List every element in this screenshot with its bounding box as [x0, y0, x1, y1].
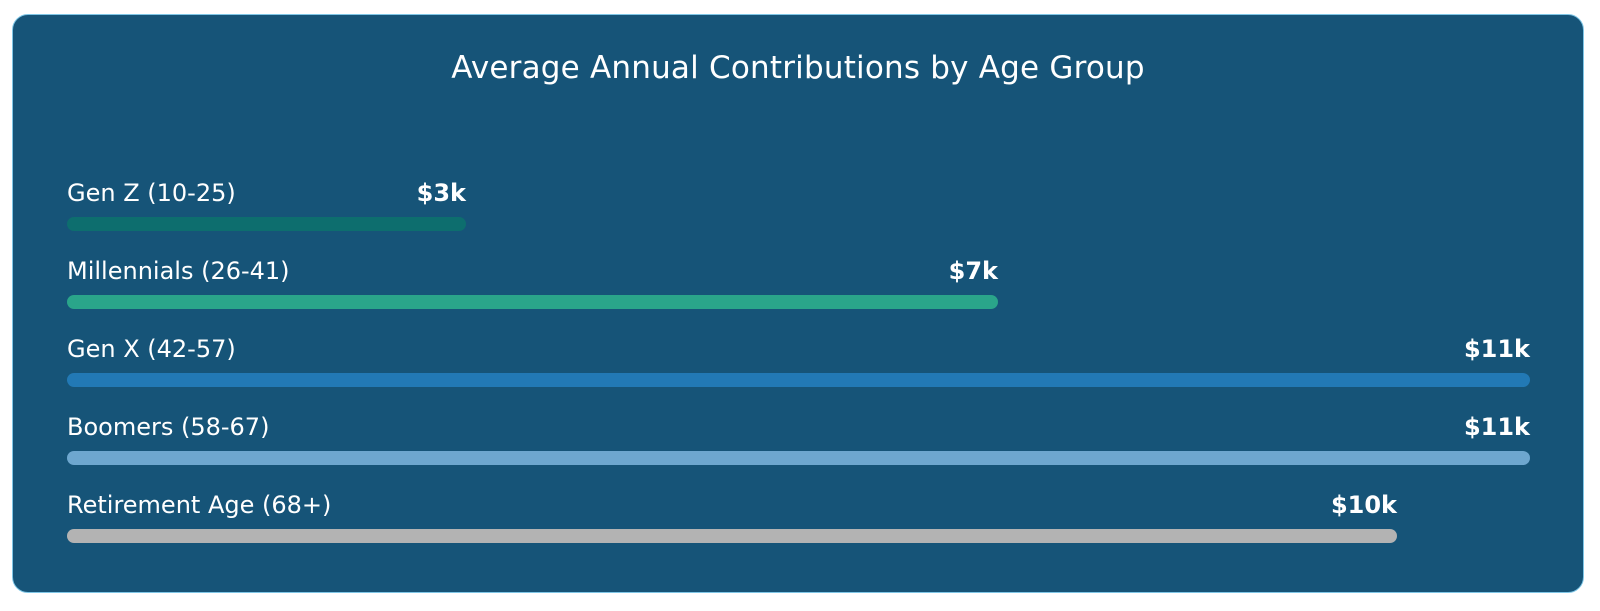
- bar: [67, 529, 1397, 543]
- bar-label: Gen Z (10-25): [67, 179, 236, 207]
- bar-row: Millennials (26-41) $7k: [67, 256, 998, 320]
- bar-value-label: $11k: [1463, 413, 1530, 441]
- bar: [67, 373, 1530, 387]
- bar-row: Retirement Age (68+) $10k: [67, 490, 1397, 554]
- bar-label: Millennials (26-41): [67, 257, 290, 285]
- bar-row: Boomers (58-67) $11k: [67, 412, 1530, 476]
- bar-value-label: $11k: [1463, 335, 1530, 363]
- bar: [67, 451, 1530, 465]
- bar-rows: Gen Z (10-25) $3k Millennials (26-41) $7k Ge…: [13, 15, 1583, 592]
- bar: [67, 217, 466, 231]
- bar-value-label: $3k: [416, 179, 466, 207]
- bar-row: Gen Z (10-25) $3k: [67, 178, 466, 242]
- bar: [67, 295, 998, 309]
- bar-row: Gen X (42-57) $11k: [67, 334, 1530, 398]
- chart-title: Average Annual Contributions by Age Grou…: [451, 50, 1145, 86]
- bar-label: Boomers (58-67): [67, 413, 270, 441]
- bar-label: Retirement Age (68+): [67, 491, 332, 519]
- bar-value-label: $7k: [948, 257, 998, 285]
- bar-label: Gen X (42-57): [67, 335, 236, 363]
- bar-value-label: $10k: [1330, 491, 1397, 519]
- chart-card: Average Annual Contributions by Age Grou…: [12, 14, 1584, 593]
